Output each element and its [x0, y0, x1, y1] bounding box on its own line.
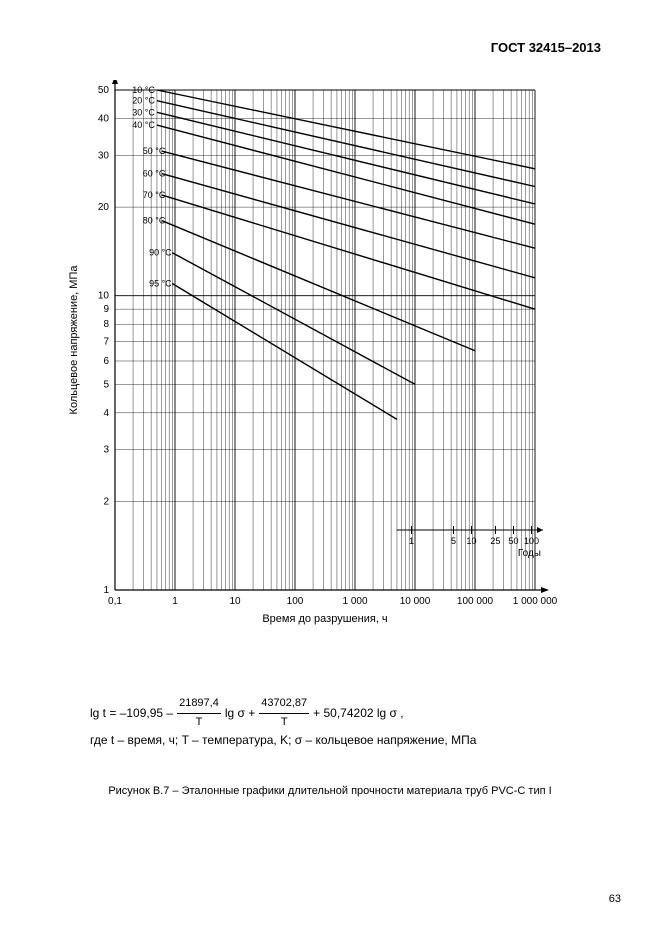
svg-text:1: 1	[103, 585, 109, 596]
chart: 12345678910203040500,11101001 00010 0001…	[60, 80, 580, 640]
svg-text:20: 20	[98, 202, 110, 213]
svg-text:1: 1	[409, 536, 414, 546]
formula-frac2: 43702,87 T	[259, 695, 309, 731]
svg-text:8: 8	[103, 319, 109, 330]
svg-text:5: 5	[103, 379, 109, 390]
frac2-num: 43702,87	[259, 695, 309, 714]
svg-text:20 °C: 20 °C	[132, 96, 155, 106]
svg-text:30: 30	[98, 150, 110, 161]
figure-caption: Рисунок В.7 – Эталонные графики длительн…	[60, 785, 600, 797]
svg-text:7: 7	[103, 336, 109, 347]
svg-text:50: 50	[508, 536, 518, 546]
svg-text:10 °C: 10 °C	[132, 85, 155, 95]
svg-text:100 000: 100 000	[457, 596, 494, 607]
svg-text:10: 10	[467, 536, 477, 546]
svg-text:Время до разрушения, ч: Время до разрушения, ч	[262, 613, 387, 625]
formula-equation: lg t = –109,95 – 21897,4 T lg σ + 43702,…	[90, 695, 590, 731]
page: ГОСТ 32415–2013 12345678910203040500,111…	[0, 0, 661, 935]
svg-text:2: 2	[103, 496, 109, 507]
svg-text:10: 10	[98, 291, 110, 302]
svg-text:70 °C: 70 °C	[143, 190, 166, 200]
svg-text:1 000 000: 1 000 000	[513, 596, 558, 607]
svg-text:5: 5	[451, 536, 456, 546]
svg-text:95 °C: 95 °C	[149, 279, 172, 289]
svg-text:80 °C: 80 °C	[143, 216, 166, 226]
formula-block: lg t = –109,95 – 21897,4 T lg σ + 43702,…	[90, 695, 590, 750]
svg-text:Кольцевое напряжение, МПа: Кольцевое напряжение, МПа	[68, 265, 80, 415]
svg-text:100: 100	[524, 536, 539, 546]
formula-legend: где t – время, ч; T – температура, K; σ …	[90, 731, 590, 750]
svg-text:Годы: Годы	[518, 548, 541, 559]
formula-mid1: lg σ +	[225, 704, 255, 723]
svg-text:30 °C: 30 °C	[132, 107, 155, 117]
svg-text:10: 10	[229, 596, 241, 607]
svg-text:60 °C: 60 °C	[143, 169, 166, 179]
svg-text:40 °C: 40 °C	[132, 120, 155, 130]
svg-text:1 000: 1 000	[342, 596, 367, 607]
svg-text:40: 40	[98, 114, 110, 125]
svg-text:6: 6	[103, 356, 109, 367]
formula-frac1: 21897,4 T	[177, 695, 221, 731]
svg-text:1: 1	[172, 596, 178, 607]
frac1-den: T	[194, 714, 205, 732]
chart-svg: 12345678910203040500,11101001 00010 0001…	[60, 80, 580, 640]
frac2-den: T	[279, 714, 290, 732]
svg-text:90 °C: 90 °C	[149, 248, 172, 258]
formula-prefix: lg t = –109,95 –	[90, 704, 173, 723]
svg-text:50 °C: 50 °C	[143, 146, 166, 156]
page-number: 63	[609, 893, 621, 905]
svg-text:4: 4	[103, 408, 109, 419]
formula-suffix: + 50,74202 lg σ ,	[313, 704, 403, 723]
frac1-num: 21897,4	[177, 695, 221, 714]
svg-text:3: 3	[103, 445, 109, 456]
svg-text:10 000: 10 000	[400, 596, 431, 607]
standard-header: ГОСТ 32415–2013	[491, 40, 601, 55]
svg-text:100: 100	[287, 596, 304, 607]
svg-text:50: 50	[98, 85, 110, 96]
svg-text:0,1: 0,1	[108, 596, 122, 607]
svg-text:25: 25	[490, 536, 500, 546]
svg-text:9: 9	[103, 304, 109, 315]
